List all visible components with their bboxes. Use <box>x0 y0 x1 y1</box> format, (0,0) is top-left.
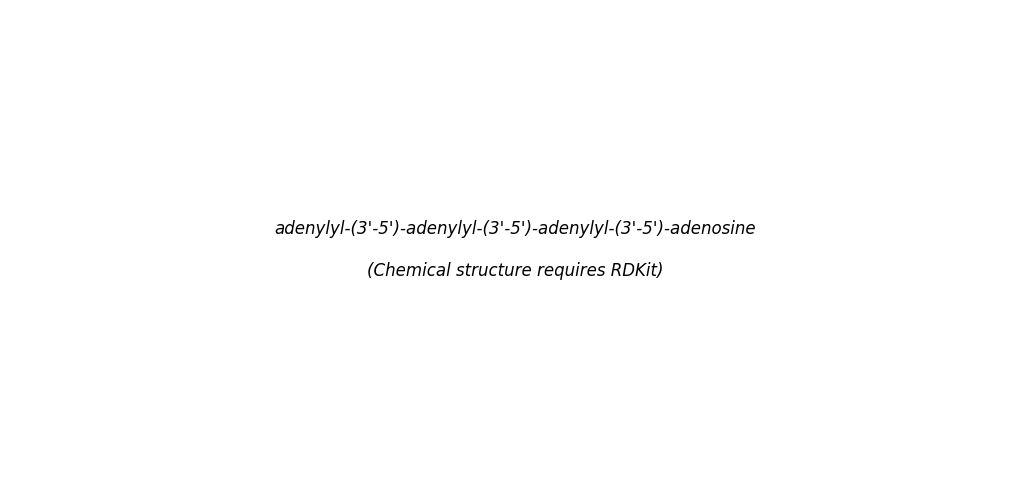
Text: adenylyl-(3'-5')-adenylyl-(3'-5')-adenylyl-(3'-5')-adenosine

(Chemical structur: adenylyl-(3'-5')-adenylyl-(3'-5')-adenyl… <box>274 220 756 280</box>
